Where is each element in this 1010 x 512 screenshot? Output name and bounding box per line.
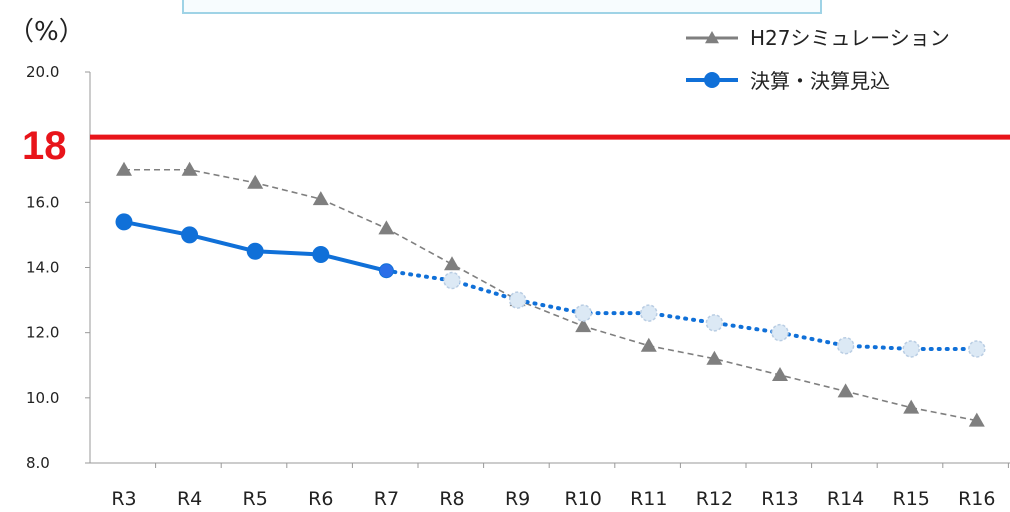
x-tick-label: R4 — [177, 488, 202, 510]
x-tick-label: R13 — [761, 488, 798, 510]
y-axis: 8.0 10.0 12.0 14.0 16.0 20.0 — [26, 63, 91, 472]
x-tick-label: R12 — [696, 488, 733, 510]
data-point-projected — [705, 314, 724, 332]
data-point-triangle — [903, 399, 920, 414]
y-tick-label: 12.0 — [26, 324, 59, 342]
triangle-icon — [705, 31, 719, 44]
x-tick-label: R10 — [565, 488, 602, 510]
x-axis: R3 R4 R5 R6 R7 R8 R9 R10 R11 R12 R13 R14 R15 R16 — [90, 462, 1010, 510]
x-tick-label: R7 — [374, 488, 399, 510]
data-point-actual — [115, 213, 133, 231]
y-tick-label: 20.0 — [26, 63, 59, 81]
series-settlement — [115, 213, 986, 358]
data-point-triangle — [772, 367, 788, 382]
x-tick-label: R6 — [308, 488, 333, 510]
y-tick-label: 14.0 — [26, 259, 59, 277]
data-point-projected — [640, 304, 658, 322]
data-point-triangle — [181, 161, 198, 176]
data-point-projected — [574, 304, 592, 322]
x-tick-label: R11 — [630, 488, 667, 510]
data-point-triangle — [706, 350, 723, 365]
x-tick-label: R15 — [893, 488, 930, 510]
data-point-triangle — [575, 318, 592, 333]
reference-line-label: 18 — [22, 124, 67, 168]
x-tick-label: R8 — [439, 488, 464, 510]
series-layer — [115, 161, 986, 427]
legend-label: 決算・決算見込 — [750, 69, 890, 93]
data-point-triangle — [640, 337, 657, 352]
circle-icon — [704, 72, 720, 88]
y-tick-label: 8.0 — [26, 454, 50, 472]
legend-item-settlement: 決算・決算見込 — [686, 69, 890, 93]
data-point-triangle — [837, 383, 854, 398]
data-point-projected — [443, 271, 461, 290]
series-line-h27-simulation — [124, 168, 977, 422]
data-point-triangle — [968, 412, 985, 427]
data-point-projected — [508, 291, 527, 309]
y-tick-label: 10.0 — [26, 389, 59, 407]
x-tick-label: R16 — [958, 488, 995, 510]
x-tick-label: R9 — [505, 488, 530, 510]
legend-label: H27シミュレーション — [750, 26, 950, 50]
reference-line-group: 18 — [22, 124, 1010, 168]
unit-label: （%） — [8, 17, 85, 47]
data-point-triangle — [116, 161, 132, 176]
data-point-triangle — [378, 220, 395, 235]
data-point-actual — [312, 245, 330, 263]
data-point-actual — [181, 226, 199, 244]
data-point-triangle — [444, 256, 460, 271]
x-tick-label: R5 — [243, 488, 268, 510]
series-line-settlement-projected — [384, 268, 979, 351]
series-h27-simulation — [116, 161, 985, 427]
data-point-projected — [968, 340, 986, 358]
legend-item-h27-simulation: H27シミュレーション — [686, 26, 950, 50]
x-tick-label: R14 — [827, 488, 864, 510]
data-point-projected — [836, 336, 855, 355]
data-point-projected — [902, 340, 920, 358]
top-banner-box — [182, 0, 822, 14]
data-point-triangle — [247, 174, 264, 189]
data-point-projected — [771, 323, 789, 342]
y-tick-label: 16.0 — [26, 193, 59, 211]
data-point-triangle — [312, 191, 329, 206]
x-tick-label: R3 — [111, 488, 136, 510]
data-point-actual — [378, 263, 394, 279]
data-point-actual — [246, 242, 264, 260]
